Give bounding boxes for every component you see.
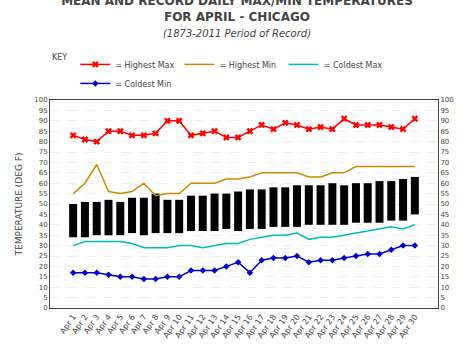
svg-text:Apr 21: Apr 21: [291, 313, 314, 340]
svg-text:50: 50: [39, 200, 48, 208]
svg-text:25: 25: [39, 252, 48, 260]
svg-text:60: 60: [39, 180, 48, 188]
svg-text:15: 15: [39, 273, 48, 281]
svg-text:Apr 19: Apr 19: [268, 313, 291, 340]
svg-text:80: 80: [39, 138, 48, 146]
svg-text:35: 35: [440, 232, 449, 240]
svg-text:Apr 13: Apr 13: [197, 313, 220, 340]
svg-text:Apr 5: Apr 5: [105, 313, 125, 336]
svg-text:Apr 6: Apr 6: [117, 313, 137, 336]
svg-text:40: 40: [440, 221, 449, 229]
svg-text:20: 20: [39, 263, 48, 271]
svg-text:30: 30: [39, 242, 48, 250]
svg-text:Apr 29: Apr 29: [385, 313, 408, 340]
svg-text:75: 75: [39, 148, 48, 156]
svg-text:Apr 30: Apr 30: [397, 313, 420, 340]
svg-text:35: 35: [39, 232, 48, 240]
svg-text:50: 50: [440, 200, 449, 208]
svg-text:TEMPERATURE (DEG F): TEMPERATURE (DEG F): [14, 153, 24, 257]
svg-text:60: 60: [440, 180, 449, 188]
svg-text:Apr 11: Apr 11: [173, 313, 196, 340]
svg-text:Apr 2: Apr 2: [70, 313, 90, 336]
svg-text:Apr 3: Apr 3: [82, 313, 102, 336]
svg-text:45: 45: [39, 211, 48, 219]
svg-text:10: 10: [39, 284, 48, 292]
svg-text:Apr 17: Apr 17: [244, 313, 267, 340]
svg-text:Apr 27: Apr 27: [362, 313, 385, 340]
svg-text:90: 90: [39, 117, 48, 125]
svg-text:Apr 10: Apr 10: [161, 313, 184, 340]
svg-text:= Coldest Max: = Coldest Max: [324, 61, 383, 70]
svg-text:Apr 23: Apr 23: [315, 313, 338, 340]
svg-text:65: 65: [440, 169, 449, 177]
svg-text:25: 25: [440, 252, 449, 260]
svg-text:65: 65: [39, 169, 48, 177]
svg-text:Apr 12: Apr 12: [185, 313, 208, 340]
svg-text:= Highest Max: = Highest Max: [115, 61, 174, 70]
svg-text:95: 95: [440, 107, 449, 115]
svg-text:0: 0: [440, 304, 444, 312]
svg-text:55: 55: [440, 190, 449, 198]
svg-text:0: 0: [43, 304, 47, 312]
svg-text:KEY: KEY: [52, 53, 67, 62]
svg-text:100: 100: [34, 96, 47, 104]
svg-text:20: 20: [440, 263, 449, 271]
svg-text:40: 40: [39, 221, 48, 229]
svg-text:30: 30: [440, 242, 449, 250]
svg-text:75: 75: [440, 148, 449, 156]
svg-text:90: 90: [440, 117, 449, 125]
svg-text:Apr 16: Apr 16: [232, 313, 255, 340]
svg-text:80: 80: [440, 138, 449, 146]
svg-text:95: 95: [39, 107, 48, 115]
svg-text:Apr 4: Apr 4: [94, 313, 114, 336]
svg-text:MEAN AND RECORD DAILY MAX/MIN: MEAN AND RECORD DAILY MAX/MIN TEMPERATUR…: [61, 0, 413, 39]
svg-text:Apr 25: Apr 25: [338, 313, 361, 340]
svg-text:Apr 9: Apr 9: [153, 313, 173, 336]
svg-text:Apr 14: Apr 14: [209, 313, 232, 340]
svg-text:= Highest Min: = Highest Min: [220, 61, 277, 70]
svg-text:5: 5: [43, 294, 47, 302]
svg-text:Apr 22: Apr 22: [303, 313, 326, 340]
svg-text:70: 70: [440, 159, 449, 167]
svg-text:Apr 1: Apr 1: [58, 313, 78, 336]
svg-text:Apr 18: Apr 18: [256, 313, 279, 340]
svg-text:70: 70: [39, 159, 48, 167]
svg-text:Apr 8: Apr 8: [141, 313, 161, 336]
svg-text:Apr 15: Apr 15: [220, 313, 243, 340]
svg-text:Apr 28: Apr 28: [374, 313, 397, 340]
svg-text:85: 85: [440, 128, 449, 136]
svg-text:Apr 20: Apr 20: [279, 313, 302, 340]
svg-text:Apr 26: Apr 26: [350, 313, 373, 340]
svg-text:85: 85: [39, 128, 48, 136]
svg-text:= Coldest Min: = Coldest Min: [115, 80, 171, 89]
svg-text:15: 15: [440, 273, 449, 281]
svg-text:45: 45: [440, 211, 449, 219]
svg-text:Apr 7: Apr 7: [129, 313, 149, 336]
svg-text:100: 100: [440, 96, 453, 104]
svg-text:10: 10: [440, 284, 449, 292]
svg-text:Apr 24: Apr 24: [326, 313, 349, 340]
svg-text:55: 55: [39, 190, 48, 198]
svg-text:5: 5: [440, 294, 444, 302]
